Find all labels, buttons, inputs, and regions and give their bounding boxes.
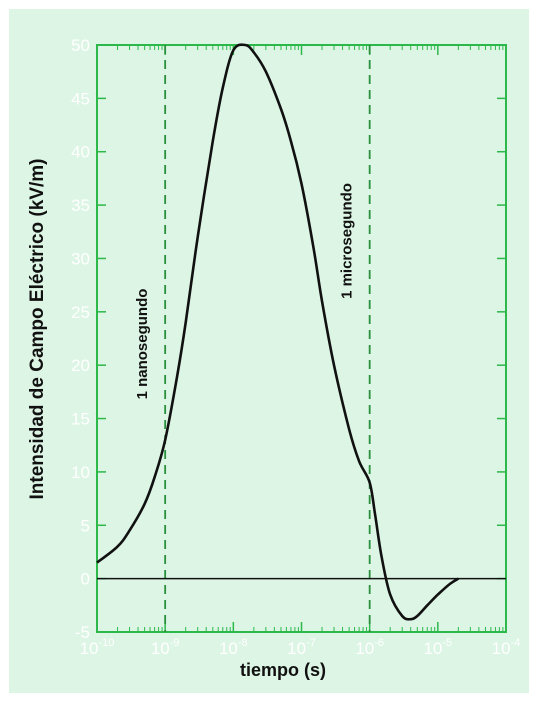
- reference-annotations: 1 nanosegundo 1 microsegundo: [134, 183, 355, 399]
- y-tick-label: 45: [71, 89, 90, 108]
- x-axis-title: tiempo (s): [240, 660, 326, 680]
- y-tick-label: 15: [71, 410, 90, 429]
- series-line: [96, 43, 460, 621]
- x-tick-label: 10-6: [355, 637, 384, 658]
- reference-label: 1 nanosegundo: [134, 289, 151, 400]
- x-tick-label: 10-10: [80, 637, 115, 658]
- x-tick-label: 10-4: [492, 637, 521, 658]
- reference-lines: [164, 45, 371, 632]
- chart-svg: -5 0 5 10 15 20 25 30 35 40 45 50 10-10 10-9 10-8 10-7…: [27, 36, 521, 680]
- x-tick-labels: 10-10 10-9 10-8 10-7 10-6 10-5 10-4: [80, 637, 521, 658]
- y-tick-label: 5: [81, 516, 90, 535]
- x-tick-label: 10-9: [151, 637, 180, 658]
- x-tick-label: 10-5: [423, 637, 452, 658]
- y-tick-label: 30: [71, 249, 90, 268]
- y-tick-label: 10: [71, 463, 90, 482]
- axis-ticks: [96, 44, 507, 633]
- y-tick-label: 25: [71, 303, 90, 322]
- y-tick-label: 40: [71, 143, 90, 162]
- y-tick-label: 20: [71, 356, 90, 375]
- y-tick-label: 35: [71, 196, 90, 215]
- x-tick-label: 10-7: [287, 637, 316, 658]
- y-tick-labels: -5 0 5 10 15 20 25 30 35 40 45 50: [71, 36, 90, 642]
- y-axis-title: Intensidad de Campo Eléctrico (kV/m): [27, 158, 48, 499]
- plot-frame: [96, 44, 507, 633]
- y-tick-label: -5: [75, 623, 90, 642]
- x-tick-label: 10-8: [219, 637, 248, 658]
- y-tick-label: 0: [81, 570, 90, 589]
- chart-background: -5 0 5 10 15 20 25 30 35 40 45 50 10-10 10-9 10-8 10-7…: [9, 9, 529, 693]
- reference-label: 1 microsegundo: [339, 183, 356, 299]
- y-tick-label: 50: [71, 36, 90, 55]
